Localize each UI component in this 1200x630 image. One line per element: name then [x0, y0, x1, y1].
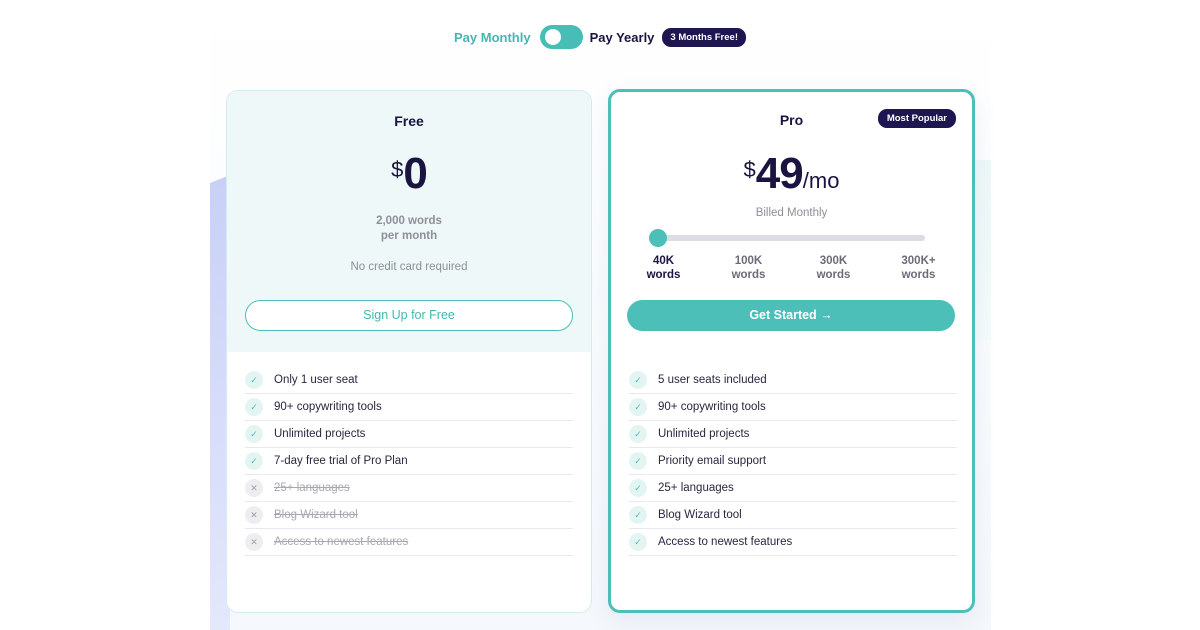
word-limit-line2: per month [380, 230, 438, 242]
check-icon: ✓ [629, 425, 647, 443]
tier-amount: 100K [734, 255, 763, 267]
feature-item: ✓ Only 1 user seat [245, 367, 573, 394]
feature-item: ✓ 5 user seats included [629, 367, 957, 394]
tier-unit: words [816, 269, 851, 281]
feature-label: Unlimited projects [274, 428, 366, 440]
check-icon: ✓ [629, 452, 647, 470]
pro-plan-price: $49/mo [611, 149, 972, 199]
feature-item: ✕ 25+ languages [245, 475, 573, 502]
feature-label: Access to newest features [658, 536, 793, 548]
billing-toggle-row: Pay Monthly Pay Yearly 3 Months Free! [0, 24, 1200, 50]
pay-monthly-label[interactable]: Pay Monthly [454, 29, 531, 45]
sign-up-free-button[interactable]: Sign Up for Free [245, 300, 573, 331]
word-tier-option[interactable]: 100K words [706, 254, 791, 282]
feature-label: 25+ languages [274, 482, 350, 494]
word-tier-option[interactable]: 300K words [791, 254, 876, 282]
pro-plan-card: Pro Most Popular $49/mo Billed Monthly 4… [608, 89, 975, 613]
tier-unit: words [901, 269, 936, 281]
feature-label: Access to newest features [274, 536, 409, 548]
feature-item: ✓ 25+ languages [629, 475, 957, 502]
free-feature-list: ✓ Only 1 user seat ✓ 90+ copywriting tools ✓… [245, 367, 573, 556]
check-icon: ✓ [245, 371, 263, 389]
feature-label: Only 1 user seat [274, 374, 358, 386]
cross-icon: ✕ [245, 533, 263, 551]
check-icon: ✓ [629, 533, 647, 551]
free-plan-word-limit: 2,000 words per month [227, 214, 591, 244]
get-started-button[interactable]: Get Started → [627, 300, 955, 331]
feature-label: Blog Wizard tool [274, 509, 358, 521]
check-icon: ✓ [245, 452, 263, 470]
feature-item: ✓ Priority email support [629, 448, 957, 475]
feature-item: ✕ Blog Wizard tool [245, 502, 573, 529]
switch-knob [544, 29, 561, 45]
pay-yearly-label[interactable]: Pay Yearly [589, 29, 655, 45]
background-decoration-right [975, 160, 991, 340]
most-popular-badge: Most Popular [877, 109, 956, 128]
check-icon: ✓ [629, 371, 647, 389]
free-plan-title: Free [394, 113, 424, 129]
feature-item: ✓ Blog Wizard tool [629, 502, 957, 529]
word-tier-option[interactable]: 40K words [621, 254, 706, 282]
cross-icon: ✕ [245, 506, 263, 524]
feature-item: ✓ 90+ copywriting tools [245, 394, 573, 421]
feature-item: ✓ 7-day free trial of Pro Plan [245, 448, 573, 475]
billing-frequency: Billed Monthly [755, 207, 828, 219]
currency-symbol: $ [743, 157, 756, 182]
check-icon: ✓ [245, 398, 263, 416]
word-tier-option[interactable]: 300K+ words [876, 254, 961, 282]
background-decoration-left [210, 175, 230, 630]
tier-unit: words [731, 269, 766, 281]
check-icon: ✓ [629, 506, 647, 524]
feature-label: 5 user seats included [658, 374, 767, 386]
word-tier-slider-handle[interactable] [649, 229, 667, 247]
check-icon: ✓ [245, 425, 263, 443]
price-amount: 0 [403, 149, 428, 198]
check-icon: ✓ [629, 398, 647, 416]
check-icon: ✓ [629, 479, 647, 497]
word-limit-line1: 2,000 words [376, 215, 442, 227]
feature-label: Priority email support [658, 455, 767, 467]
get-started-label: Get Started [749, 308, 817, 322]
tier-amount: 40K [652, 255, 675, 267]
free-plan-price: $0 [227, 149, 591, 199]
tier-amount: 300K [819, 255, 848, 267]
currency-symbol: $ [391, 157, 404, 182]
feature-item: ✕ Access to newest features [245, 529, 573, 556]
price-amount: 49 [755, 149, 804, 198]
feature-label: 7-day free trial of Pro Plan [274, 455, 408, 467]
feature-label: Blog Wizard tool [658, 509, 742, 521]
free-plan-card: Free $0 2,000 words per month No credit … [226, 90, 592, 613]
billing-period-switch[interactable] [539, 25, 583, 49]
feature-label: 90+ copywriting tools [274, 401, 382, 413]
cross-icon: ✕ [245, 479, 263, 497]
feature-item: ✓ Access to newest features [629, 529, 957, 556]
pro-feature-list: ✓ 5 user seats included ✓ 90+ copywriting t… [629, 367, 957, 556]
promo-badge: 3 Months Free! [662, 27, 746, 47]
word-tier-slider-track[interactable] [659, 235, 925, 241]
feature-item: ✓ 90+ copywriting tools [629, 394, 957, 421]
arrow-right-icon: → [820, 308, 833, 322]
tier-amount: 300K+ [901, 255, 936, 267]
tier-unit: words [646, 269, 681, 281]
pro-plan-title: Pro [779, 112, 804, 128]
no-credit-card-note: No credit card required [350, 261, 468, 273]
price-period: /mo [802, 168, 840, 193]
feature-label: Unlimited projects [658, 428, 750, 440]
feature-item: ✓ Unlimited projects [629, 421, 957, 448]
feature-label: 25+ languages [658, 482, 734, 494]
feature-label: 90+ copywriting tools [658, 401, 766, 413]
feature-item: ✓ Unlimited projects [245, 421, 573, 448]
word-tier-labels: 40K words 100K words 300K words 300K+ words [621, 254, 961, 282]
